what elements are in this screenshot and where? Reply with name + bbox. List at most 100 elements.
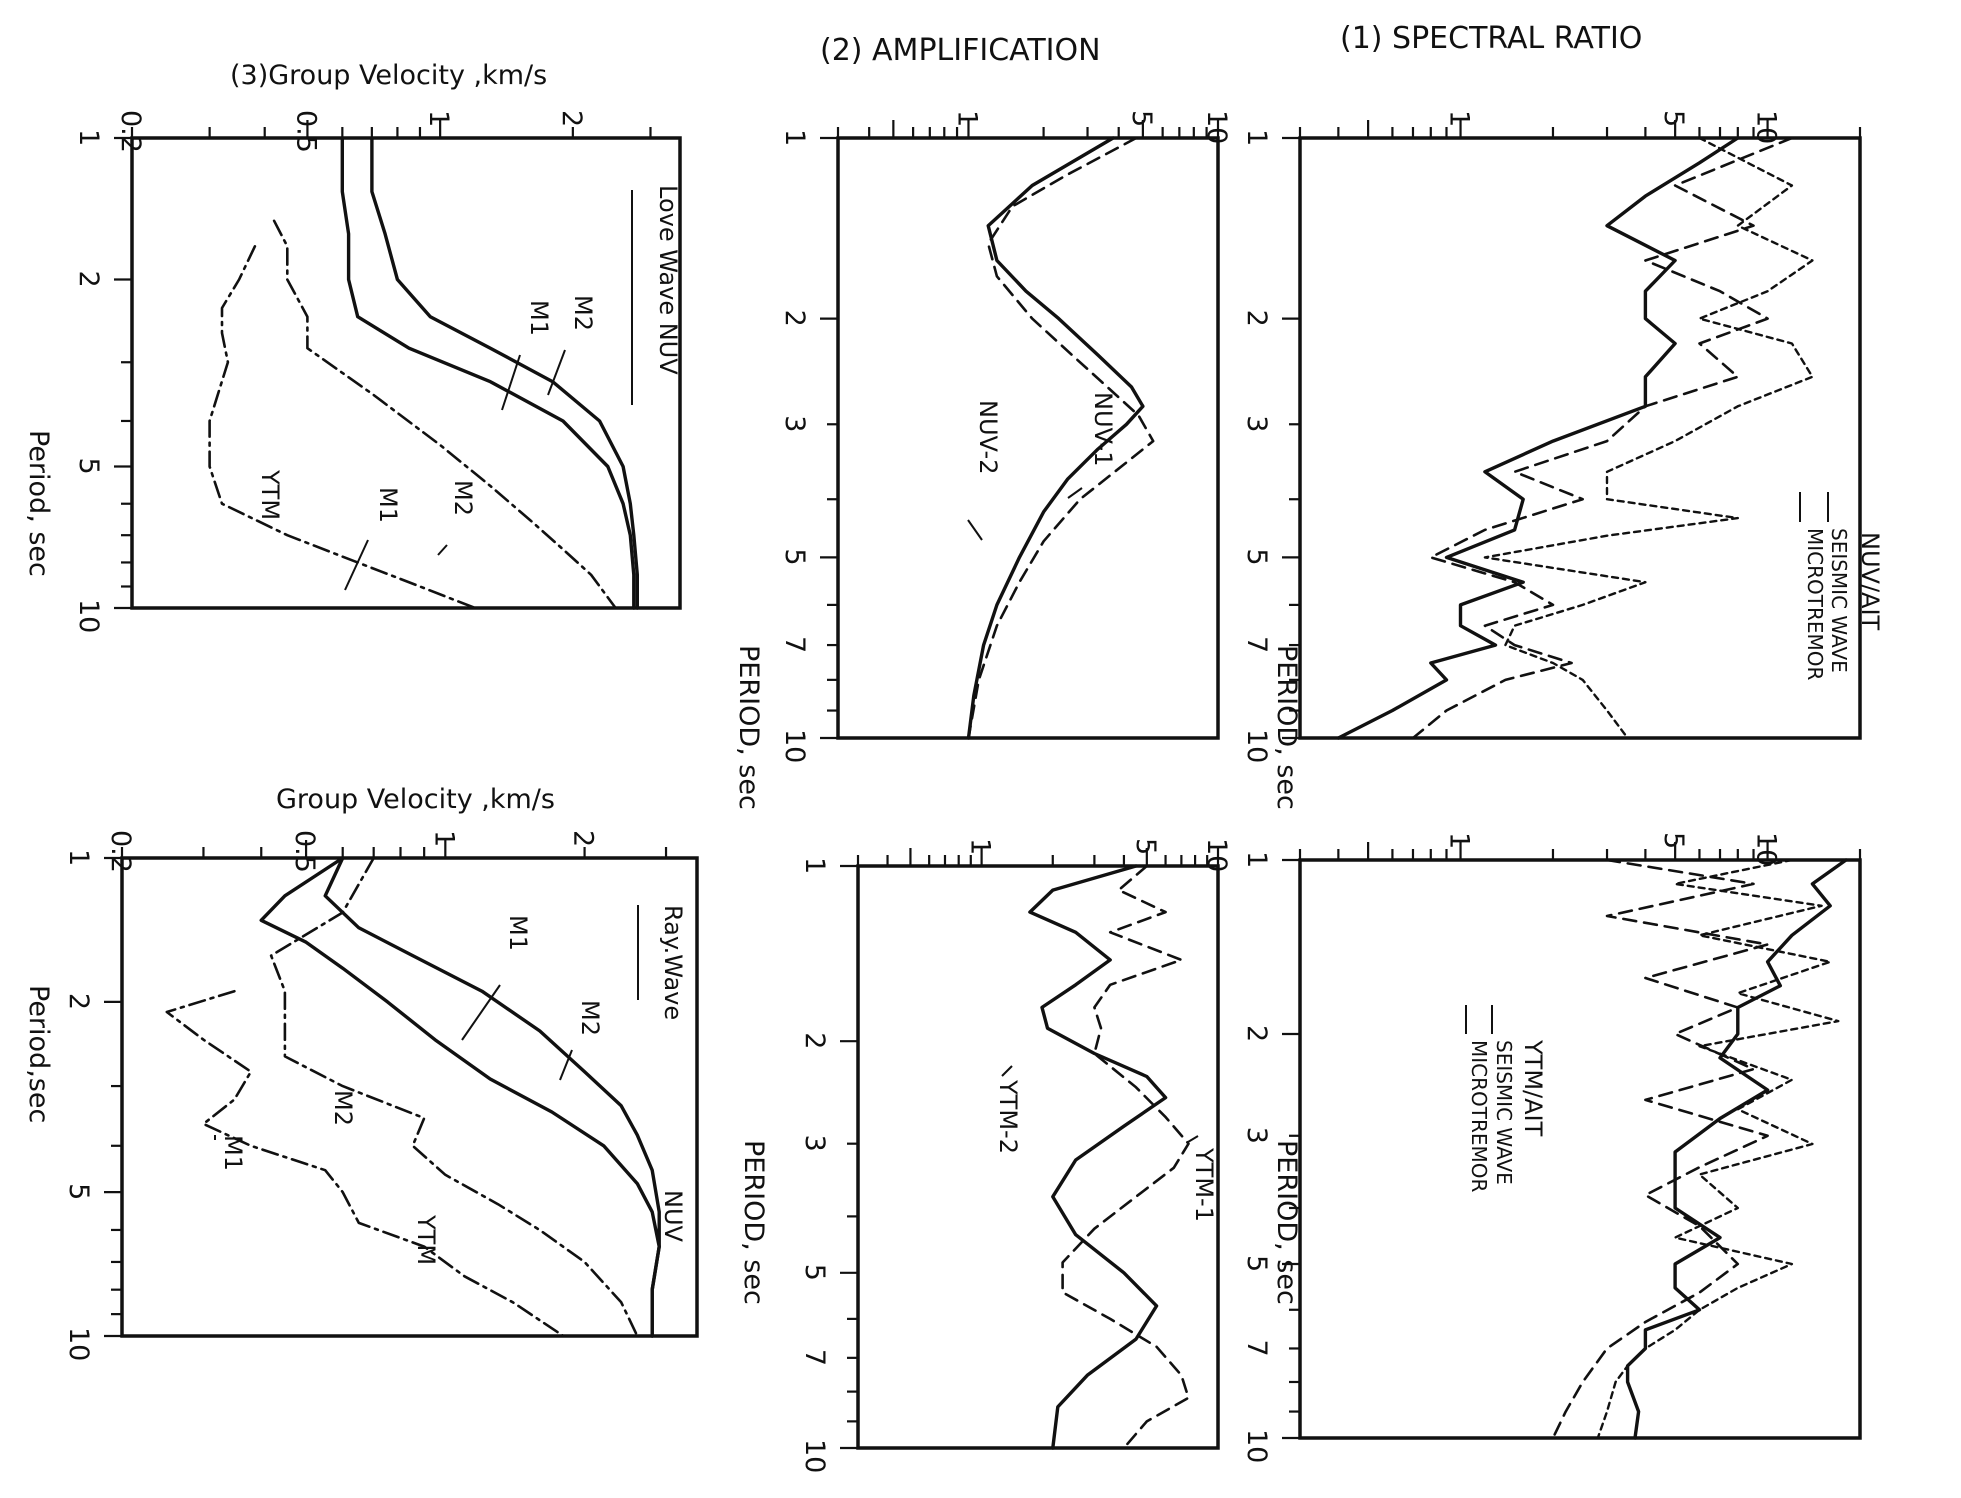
annotation-label: NUV/AIT	[1856, 532, 1884, 631]
x-axis-title: PERIOD, sec	[1271, 1140, 1302, 1305]
series-line-seismic-wave	[1411, 136, 1794, 740]
annotation-label: YTM/AIT	[1519, 1039, 1547, 1137]
series-line-m2	[370, 136, 639, 610]
leader-line	[1067, 487, 1083, 499]
series-line-nuv-2	[967, 136, 1155, 740]
y-tick-label: 1	[1444, 110, 1475, 127]
y-tick-label: 1	[1444, 832, 1475, 849]
annotation-label: Love Wave NUV	[654, 185, 682, 375]
annotation-label: SEISMIC WAVE	[1827, 528, 1851, 673]
annotation-label: Ray.Wave	[659, 905, 687, 1020]
y-tick-label: 10	[1201, 110, 1232, 144]
annotation-label: YTM-1	[1190, 1147, 1218, 1222]
series-line-microtremor	[1336, 136, 1740, 740]
x-axis-title: PERIOD, sec	[738, 1140, 769, 1305]
series-line-seismic-wave	[1483, 136, 1814, 740]
plot-frame	[856, 864, 1220, 1450]
leader-line	[1001, 1065, 1013, 1077]
annotation-label: MICROTREMOR	[1467, 1040, 1491, 1193]
annotation-label: M1	[219, 1135, 247, 1171]
x-tick-label: 2	[63, 993, 94, 1010]
x-tick-label: 10	[799, 1439, 830, 1473]
x-tick-label: 5	[1241, 548, 1272, 565]
x-tick-label: 2	[779, 310, 810, 327]
y-tick-label: 0.2	[105, 830, 136, 873]
x-tick-label: 2	[1241, 310, 1272, 327]
y-tick-label: 2	[556, 110, 587, 127]
plot-frame	[836, 136, 1220, 740]
x-tick-label: 1	[799, 857, 830, 874]
leader-line	[437, 544, 448, 556]
leader-line	[344, 539, 369, 591]
annotation-label: M2	[569, 295, 597, 331]
series-line-nuv-1	[966, 136, 1145, 740]
annotation-label: YTM-2	[994, 1079, 1022, 1154]
x-tick-label: 5	[1241, 1255, 1272, 1272]
y-tick-label: 1	[428, 830, 459, 847]
leader-line	[559, 1049, 573, 1081]
y-tick-label: 10	[1201, 838, 1232, 872]
series-line-m2	[269, 856, 639, 1338]
x-tick-label: 1	[779, 129, 810, 146]
x-tick-label: 7	[1241, 1339, 1272, 1356]
plot-frame	[130, 136, 682, 610]
x-tick-label: 3	[799, 1135, 830, 1152]
x-tick-label: 1	[1241, 129, 1272, 146]
plot-frame	[1298, 136, 1862, 740]
x-tick-label: 10	[63, 1327, 94, 1361]
title-amplification: (2) AMPLIFICATION	[820, 33, 1101, 68]
x-tick-label: 10	[73, 599, 104, 633]
x-axis-title: Period, sec	[23, 430, 54, 577]
x-tick-label: 3	[1241, 415, 1272, 432]
y-tick-label: 5	[1126, 110, 1157, 127]
x-tick-label: 10	[1241, 1429, 1272, 1463]
series-line-seismic-wave	[1596, 858, 1840, 1440]
chart-amplification-ytm: YTM-1 YTM-2 PERIOD, sec 1 5 10 1 2 3 5 7 10	[738, 838, 1232, 1473]
annotation-label: M1	[374, 487, 402, 523]
x-tick-label: 5	[779, 548, 810, 565]
annotation-label: YTM	[256, 469, 284, 520]
plot-frame	[1298, 858, 1862, 1440]
x-tick-label: 7	[1241, 636, 1272, 653]
x-tick-label: 10	[1241, 729, 1272, 763]
series-line-ytm-2	[1061, 864, 1190, 1450]
x-axis-title: PERIOD, sec	[733, 645, 764, 810]
y-tick-label: 0.5	[290, 110, 321, 153]
series-line-m1	[208, 245, 477, 610]
plot-frame	[120, 856, 699, 1338]
x-tick-label: 1	[73, 129, 104, 146]
annotation-label: YTM	[412, 1214, 440, 1265]
annotation-label: M2	[576, 1000, 604, 1036]
x-tick-label: 5	[799, 1264, 830, 1281]
leader-line	[547, 349, 566, 396]
x-tick-label: 1	[63, 849, 94, 866]
annotation-label: M2	[449, 480, 477, 516]
y-tick-label: 1	[965, 838, 996, 855]
leader-line	[1187, 1135, 1199, 1143]
y-tick-label: 2	[568, 830, 599, 847]
series-line-m1	[165, 989, 565, 1338]
x-tick-label: 3	[779, 415, 810, 432]
series-line-seismic-wave	[1551, 858, 1769, 1440]
annotation-label: M1	[504, 915, 532, 951]
leader-line	[967, 519, 983, 541]
title-group-velocity-lower: Group Velocity ,km/s	[276, 784, 555, 815]
annotation-label: NUV-2	[974, 400, 1002, 474]
x-tick-label: 1	[1241, 851, 1272, 868]
series-line-m2	[272, 219, 617, 610]
series-line-m1	[259, 856, 661, 1338]
chart-spectral-ratio-nuv: NUV/AIT SEISMIC WAVE MICROTREMOR PERIOD,…	[1241, 110, 1884, 810]
chart-group-velocity-love: Love Wave NUV M2 M1 M2 M1 YTM Period, se…	[23, 110, 682, 633]
x-axis-title: Period,sec	[23, 985, 54, 1123]
y-tick-label: 5	[1658, 110, 1689, 127]
series-line-m2	[323, 856, 661, 1338]
y-tick-label: 5	[1658, 832, 1689, 849]
chart-group-velocity-rayleigh: Ray.Wave NUV M1 M2 M1 M2 YTM Period,sec …	[23, 830, 699, 1361]
x-tick-label: 5	[73, 458, 104, 475]
x-tick-label: 3	[1241, 1127, 1272, 1144]
y-tick-label: 5	[1130, 838, 1161, 855]
annotation-label: MICROTREMOR	[1803, 528, 1827, 681]
x-tick-label: 7	[799, 1349, 830, 1366]
annotation-label: M1	[525, 300, 553, 336]
